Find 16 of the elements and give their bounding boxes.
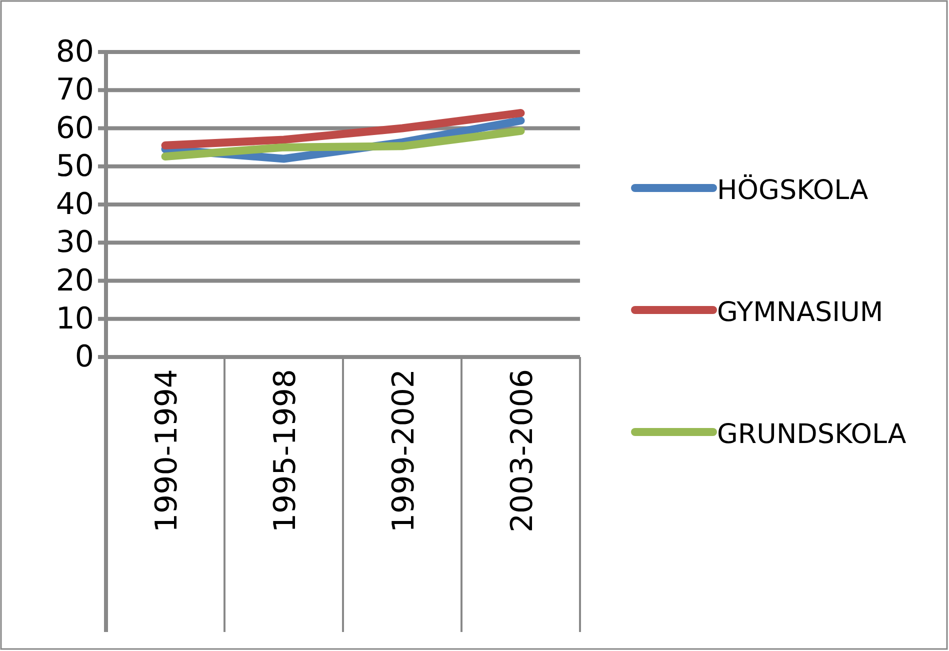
legend-label: GYMNASIUM: [717, 297, 884, 328]
legend-label: HÖGSKOLA: [717, 174, 869, 206]
y-tick-label: 20: [56, 263, 94, 298]
legend-label: GRUNDSKOLA: [717, 419, 907, 450]
x-tick-label: 2003-2006: [504, 369, 540, 533]
y-tick-label: 0: [74, 340, 94, 375]
x-tick-label: 1995-1998: [268, 369, 303, 533]
y-tick-label: 70: [56, 72, 94, 108]
x-tick-label: 1999-2002: [386, 369, 422, 533]
y-tick-label: 10: [56, 301, 94, 336]
y-tick-label: 30: [56, 225, 94, 260]
y-tick-label: 50: [56, 148, 94, 184]
x-tick-label: 1990-1994: [149, 369, 184, 533]
y-tick-label: 60: [56, 110, 94, 146]
y-tick-label: 40: [56, 187, 94, 222]
y-tick-label: 80: [56, 34, 94, 70]
